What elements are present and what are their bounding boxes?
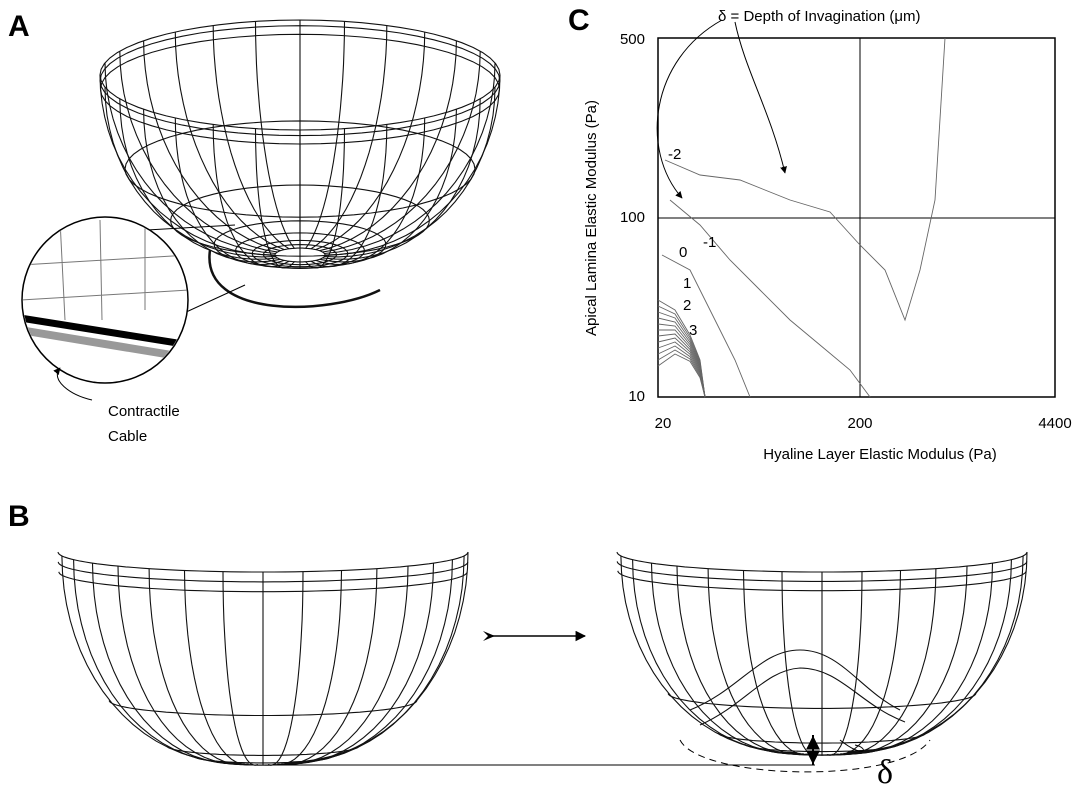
mesh-line — [657, 353, 706, 398]
mesh-line — [310, 25, 388, 250]
callout-text: Cable — [108, 428, 147, 445]
contours — [657, 37, 946, 398]
mesh-line — [322, 51, 481, 253]
contour-label: -2 — [668, 146, 681, 163]
contour-label: 1 — [683, 275, 691, 292]
mesh-line — [143, 109, 281, 263]
mesh-bowl — [57, 551, 469, 766]
mesh-line — [277, 568, 378, 766]
mesh-line — [324, 87, 496, 258]
mesh-line — [91, 563, 242, 765]
mesh-line — [281, 566, 409, 765]
mesh-line — [99, 74, 275, 256]
mesh-line — [288, 551, 469, 763]
mesh-line — [254, 128, 295, 269]
mesh-line — [781, 571, 818, 756]
y-tick-label: 100 — [620, 209, 645, 226]
mesh-line — [267, 571, 304, 766]
mesh-line — [845, 559, 1012, 754]
x-tick-label: 20 — [655, 415, 672, 432]
mesh-line — [310, 124, 388, 268]
cable — [208, 249, 381, 309]
delta-callout — [839, 739, 864, 752]
mesh-line — [319, 109, 457, 263]
contour-label: -1 — [703, 234, 716, 251]
mesh-line — [61, 555, 238, 764]
inset — [21, 216, 189, 384]
mesh-line — [117, 566, 245, 765]
mesh-line — [222, 571, 259, 766]
mesh-line — [272, 570, 343, 766]
mesh-line — [104, 87, 276, 258]
mesh-line — [315, 31, 426, 251]
mesh-line — [836, 568, 937, 756]
mesh-line — [148, 568, 249, 766]
mesh-line — [840, 566, 968, 755]
mesh-line — [104, 62, 276, 255]
mesh-line — [826, 571, 863, 756]
contour-label: 0 — [679, 244, 687, 261]
mesh-line — [254, 21, 295, 249]
mesh-line — [689, 649, 901, 711]
mesh-bowl — [99, 19, 501, 269]
mesh-line — [324, 62, 496, 255]
contour-label: 2 — [683, 297, 691, 314]
mesh-line — [650, 563, 801, 755]
mesh-line — [284, 563, 435, 765]
contour-label: 3 — [689, 322, 697, 339]
mesh-line — [174, 31, 285, 251]
mesh-line — [699, 667, 906, 726]
mesh-line — [319, 40, 457, 252]
mesh-line — [143, 40, 281, 252]
mesh-line — [212, 25, 290, 250]
y-tick-label: 10 — [628, 388, 645, 405]
annotation: δ = Depth of Invagination (μm) — [718, 8, 921, 25]
x-tick-label: 4400 — [1038, 415, 1071, 432]
mesh-line — [322, 98, 481, 260]
mesh-line — [616, 551, 1028, 573]
mesh-line — [742, 570, 813, 756]
annotation-arrow — [734, 21, 787, 174]
mesh-line — [676, 566, 804, 755]
arrow-tail — [483, 631, 495, 641]
callout-arrow — [53, 367, 93, 401]
mesh-bowl — [616, 551, 1028, 756]
mesh-line — [620, 555, 797, 754]
mesh-line — [119, 98, 278, 260]
delta-symbol: δ — [877, 754, 893, 791]
mesh-line — [212, 124, 290, 268]
mesh-line — [286, 559, 453, 764]
callout-text: Contractile — [108, 403, 180, 420]
mesh-line — [57, 551, 469, 573]
panel-label: C — [568, 4, 590, 37]
x-axis-title: Hyaline Layer Elastic Modulus (Pa) — [763, 446, 996, 463]
mesh-line — [843, 563, 994, 755]
mesh-line — [831, 570, 902, 756]
annotation-arrow — [656, 19, 723, 199]
mesh-line — [305, 128, 346, 269]
y-tick-label: 500 — [620, 31, 645, 48]
x-tick-label: 200 — [847, 415, 872, 432]
panel-label: B — [8, 500, 30, 533]
panel-label: A — [8, 10, 30, 43]
mesh-line — [183, 570, 254, 766]
mesh-line — [119, 51, 278, 253]
mesh-line — [305, 21, 346, 249]
mesh-line — [707, 568, 808, 756]
y-axis-title: Apical Lamina Elastic Modulus (Pa) — [583, 100, 600, 336]
